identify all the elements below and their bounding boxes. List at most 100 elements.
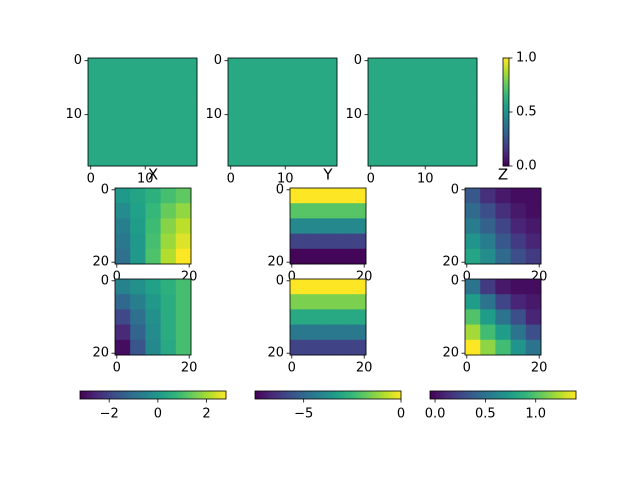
heatmap-cell (271, 144, 294, 167)
colorbar-step (503, 130, 509, 133)
axes-frame (464, 278, 542, 356)
heatmap-cell (130, 309, 146, 325)
colorbar-step (150, 391, 154, 399)
heatmap-cell (293, 58, 316, 80)
colorbar-step (135, 391, 139, 399)
heatmap-cell (88, 101, 111, 124)
heatmap-cell (305, 324, 321, 341)
colorbar-step (308, 391, 312, 399)
colorbar-tick-label: 1.0 (525, 407, 546, 422)
heatmap-cell (175, 339, 192, 356)
colorbar-step (485, 391, 489, 399)
heatmap-cell (350, 309, 367, 325)
axes-frame (114, 187, 192, 265)
colorbar-tick-label: 0.5 (516, 105, 537, 120)
heatmap-cell (480, 294, 496, 310)
colorbar-step (503, 70, 509, 73)
colorbar-step (179, 391, 183, 399)
heatmap-cell (109, 144, 132, 167)
heatmap-cell (315, 122, 338, 145)
colorbar-step (155, 391, 159, 399)
heatmap-cell (131, 144, 154, 167)
colorbar-step (503, 74, 509, 77)
heatmap-cell (525, 279, 542, 295)
colorbar-step (279, 391, 283, 399)
heatmap-cell (480, 203, 496, 219)
colorbar-step (444, 391, 448, 399)
heatmap-cell (293, 122, 316, 145)
heatmap-cell (88, 58, 111, 80)
colorbar-step (213, 391, 217, 399)
heatmap-cell (145, 279, 161, 295)
colorbar-step (468, 391, 472, 399)
colorbar-step (551, 391, 555, 399)
heatmap-cell (293, 101, 316, 124)
colorbar-step (396, 391, 399, 399)
colorbar-tick-label: 1.0 (516, 51, 537, 66)
heatmap-cell (109, 101, 132, 124)
colorbar-step (461, 391, 465, 399)
panel-title: Y (322, 166, 333, 184)
colorbar-step (301, 391, 305, 399)
colorbar-step (138, 391, 142, 399)
heatmap-cell (228, 144, 251, 167)
colorbar-tick-label: 0.5 (475, 407, 496, 422)
colorbar-step (503, 135, 509, 138)
x-tick-label: 0 (463, 270, 471, 285)
colorbar-step (218, 391, 222, 399)
colorbar-step (503, 110, 509, 113)
colorbar-step (174, 391, 178, 399)
heatmap-cell (335, 279, 352, 295)
axes-frame (87, 57, 198, 167)
heatmap-cell (495, 339, 511, 356)
heatmap-cell (455, 79, 478, 102)
colorbar-step (503, 137, 509, 140)
colorbar-step (503, 97, 509, 100)
heatmap-cell (145, 309, 161, 325)
heatmap-cell (411, 101, 434, 124)
heatmap-cell (88, 122, 111, 145)
colorbar-step (503, 94, 509, 97)
heatmap-cell (109, 122, 132, 145)
colorbar-step (393, 391, 397, 399)
heatmap-cell (433, 79, 456, 102)
colorbar-step (483, 391, 487, 399)
colorbar-tick-label: 0.0 (425, 407, 446, 422)
heatmap-cell (175, 309, 192, 325)
heatmap-cell (335, 218, 352, 234)
x-tick-label: 10 (137, 172, 154, 187)
colorbar-step (160, 391, 164, 399)
colorbar-step (196, 391, 200, 399)
heatmap-cell (335, 203, 352, 219)
x-tick-label: 0 (87, 172, 95, 187)
heatmap-cell (510, 339, 527, 356)
axes-frame (114, 278, 192, 356)
colorbar-step (221, 391, 224, 399)
colorbar-step (223, 391, 227, 399)
heatmap-cell (153, 101, 176, 124)
heatmap-cell (335, 294, 352, 310)
heatmap-cell (368, 58, 391, 80)
heatmap-cell (465, 309, 481, 325)
heatmap-cell (510, 248, 527, 265)
colorbar-step (352, 391, 356, 399)
heatmap-cell (153, 122, 176, 145)
heatmap-cell (510, 324, 527, 341)
heatmap-cell (109, 58, 132, 80)
heatmap-cell (320, 294, 336, 310)
heatmap-cell (368, 144, 391, 167)
heatmap-cell (465, 203, 481, 219)
heatmap-cell (228, 122, 251, 145)
colorbar-step (524, 391, 528, 399)
colorbar-step (503, 85, 509, 88)
heatmap-cell (271, 79, 294, 102)
heatmap-cell (335, 324, 352, 341)
heatmap-cell (175, 79, 198, 102)
heatmap-cell (495, 203, 511, 219)
heatmap-cell (160, 248, 177, 265)
colorbar-step (291, 391, 295, 399)
colorbar-step (114, 391, 117, 399)
heatmap-cell (249, 144, 272, 167)
heatmap-cell (175, 294, 192, 310)
colorbar-step (349, 391, 353, 399)
